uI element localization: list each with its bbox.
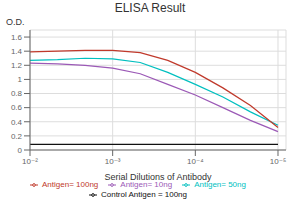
svg-text:1.6: 1.6 <box>11 33 23 42</box>
svg-text:0: 0 <box>18 146 23 155</box>
svg-text:10⁻⁵: 10⁻⁵ <box>270 157 286 166</box>
html-text:O.D.: O.D. <box>6 17 25 27</box>
html-text:Control Antigen = 100ng: Control Antigen = 100ng <box>101 190 187 199</box>
html-text:ELISA Result: ELISA Result <box>114 1 186 15</box>
svg-text:10⁻²: 10⁻² <box>22 157 38 166</box>
svg-text:1.4: 1.4 <box>11 47 23 56</box>
svg-text:0.2: 0.2 <box>11 132 23 141</box>
svg-text:Serial Dilutions of Antibody: Serial Dilutions of Antibody <box>104 172 212 182</box>
svg-text:0.4: 0.4 <box>11 118 23 127</box>
svg-text:0.8: 0.8 <box>11 89 23 98</box>
svg-text:10⁻³: 10⁻³ <box>105 157 121 166</box>
svg-text:1: 1 <box>18 75 23 84</box>
html-text:Antigen= 10ng: Antigen= 10ng <box>120 180 173 189</box>
svg-text:0.6: 0.6 <box>11 103 23 112</box>
html-text:Antigen= 50ng: Antigen= 50ng <box>194 180 246 189</box>
html-text:Antigen= 100ng: Antigen= 100ng <box>42 180 99 189</box>
svg-text:10⁻⁴: 10⁻⁴ <box>187 157 204 166</box>
svg-text:1.2: 1.2 <box>11 61 23 70</box>
